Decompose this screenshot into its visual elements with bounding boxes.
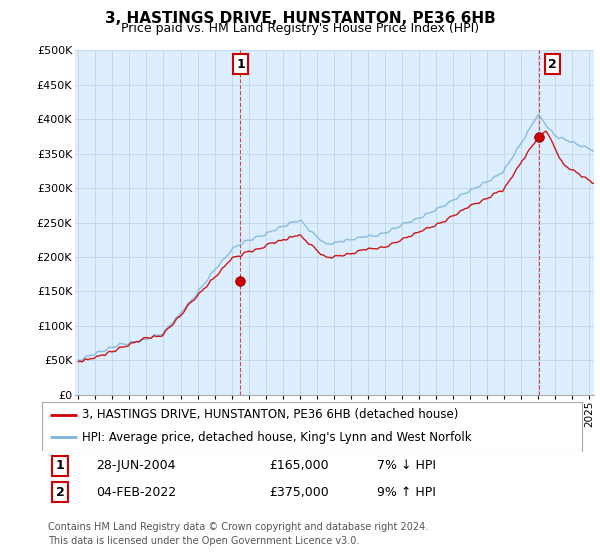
Text: 3, HASTINGS DRIVE, HUNSTANTON, PE36 6HB (detached house): 3, HASTINGS DRIVE, HUNSTANTON, PE36 6HB … [83,408,459,421]
Text: 3, HASTINGS DRIVE, HUNSTANTON, PE36 6HB: 3, HASTINGS DRIVE, HUNSTANTON, PE36 6HB [104,11,496,26]
Text: 1: 1 [236,58,245,71]
Text: Price paid vs. HM Land Registry's House Price Index (HPI): Price paid vs. HM Land Registry's House … [121,22,479,35]
Text: 1: 1 [56,459,64,472]
Text: HPI: Average price, detached house, King's Lynn and West Norfolk: HPI: Average price, detached house, King… [83,431,472,444]
Text: 04-FEB-2022: 04-FEB-2022 [96,486,176,499]
Text: 7% ↓ HPI: 7% ↓ HPI [377,459,436,472]
Text: 28-JUN-2004: 28-JUN-2004 [96,459,176,472]
Text: £165,000: £165,000 [269,459,328,472]
Text: 9% ↑ HPI: 9% ↑ HPI [377,486,436,499]
Text: 2: 2 [56,486,64,499]
Text: 2: 2 [548,58,557,71]
Text: £375,000: £375,000 [269,486,329,499]
Text: Contains HM Land Registry data © Crown copyright and database right 2024.
This d: Contains HM Land Registry data © Crown c… [48,522,428,546]
